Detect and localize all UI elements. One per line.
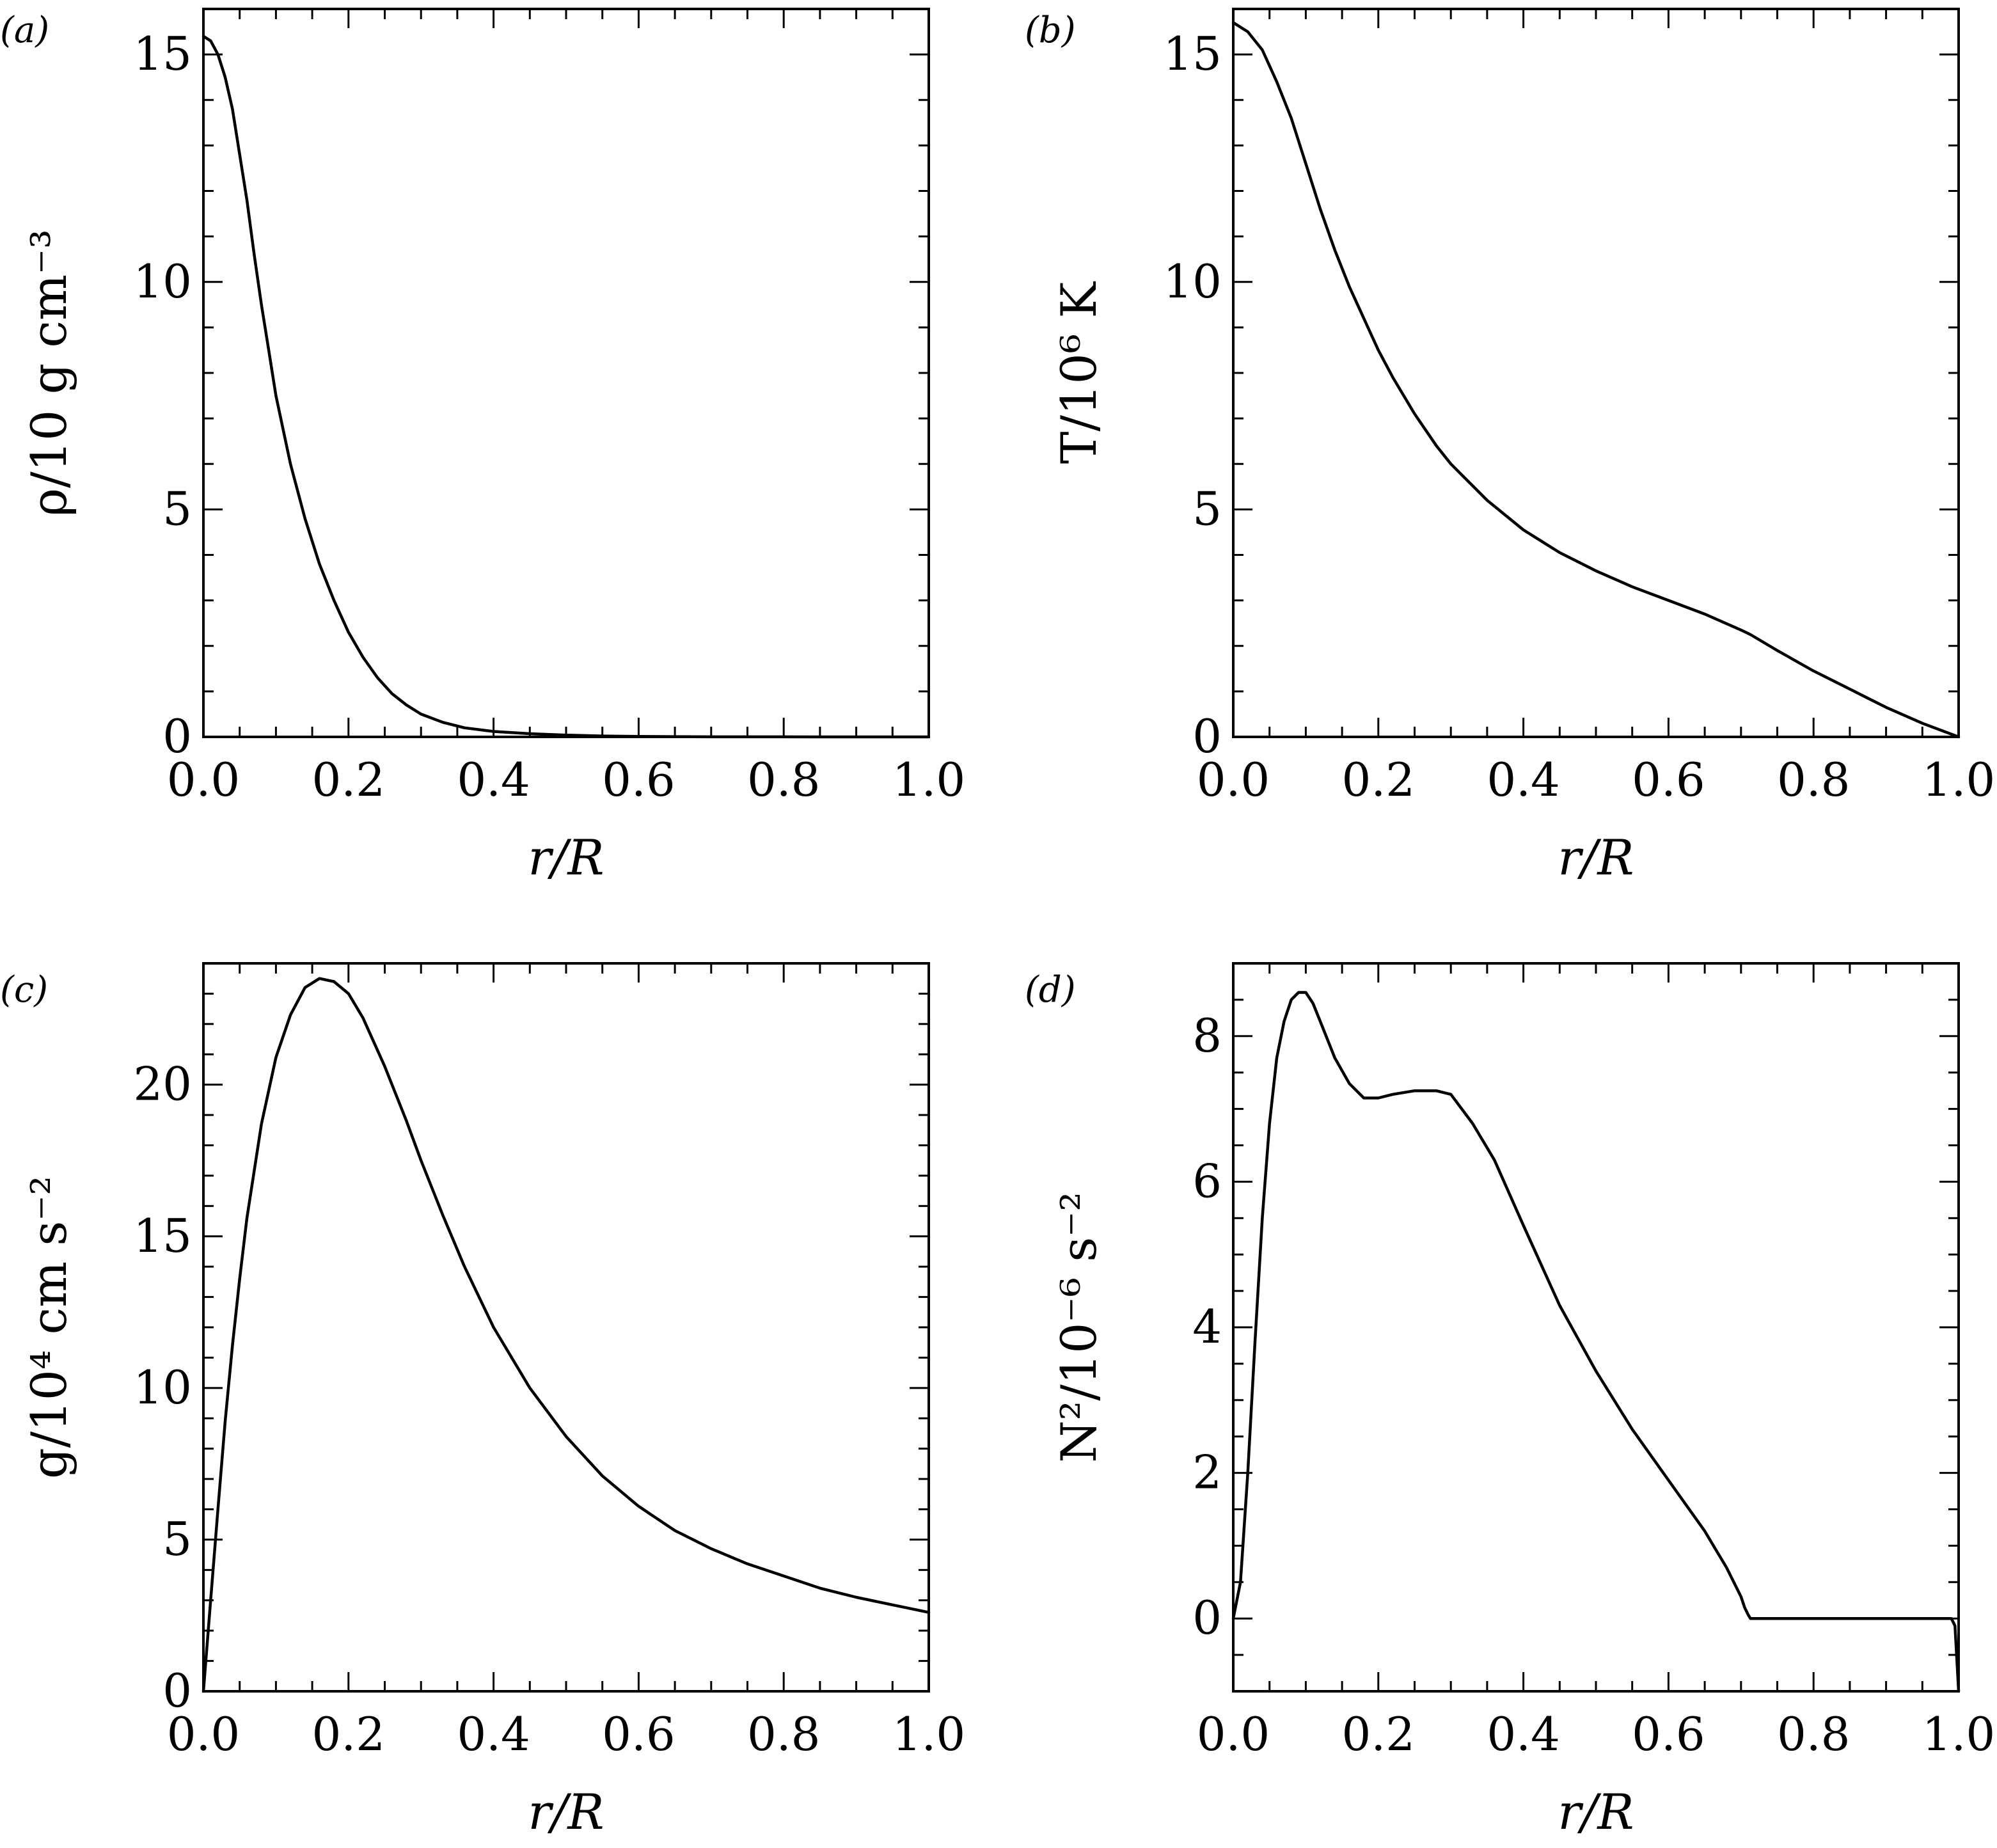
panel-a-tag: (a) [0, 10, 49, 51]
panel-b-tag: (b) [1025, 10, 1076, 51]
panel-c-y-tick-label: 15 [133, 1209, 192, 1263]
panel-a: (a) 0.0 0.2 0.4 0.6 0.8 1.0 0 5 10 15 r/R ρ/10 g … [0, 8, 965, 886]
panel-a-y-tick-label: 0 [162, 709, 192, 763]
panel-a-x-tick-label: 1.0 [892, 753, 966, 807]
panel-c-x-tick-label: 0.8 [747, 1707, 821, 1761]
panel-d-tag: (d) [1025, 969, 1076, 1011]
panel-d-x-tick-label: 1.0 [1922, 1707, 1996, 1761]
panel-c-x-tick-label: 0.0 [167, 1707, 241, 1761]
panel-b-x-tick-label: 0.6 [1632, 753, 1705, 807]
panel-d-y-tick-label: 8 [1192, 1009, 1222, 1062]
panel-b-y-tick-label: 15 [1163, 27, 1222, 81]
panel-d-x-tick-label: 0.4 [1487, 1707, 1560, 1761]
panel-b-x-tick-label: 0.8 [1777, 753, 1851, 807]
panel-d-tick-labels: 0.0 0.2 0.4 0.6 0.8 1.0 0 2 4 6 8 [1192, 1009, 1995, 1761]
panel-c-tag: (c) [0, 969, 48, 1011]
panel-b-x-title: r/R [1558, 829, 1634, 886]
panel-c-y-title: g/10⁴ cm s⁻² [20, 1176, 77, 1479]
panel-a-x-tick-label: 0.6 [602, 753, 675, 807]
panel-c-ticks [202, 962, 930, 1693]
panel-b-x-tick-label: 0.4 [1487, 753, 1560, 807]
panel-b-y-tick-label: 5 [1192, 482, 1222, 535]
panel-c-x-tick-label: 0.2 [312, 1707, 386, 1761]
panel-b-y-tick-label: 10 [1163, 255, 1222, 308]
panel-a-x-tick-label: 0.2 [312, 753, 386, 807]
panel-d-y-tick-label: 0 [1192, 1591, 1222, 1645]
panel-d: (d) 0.0 0.2 0.4 0.6 0.8 1.0 0 2 4 6 8 r/R N²/10⁻⁶ … [1025, 962, 1995, 1840]
panel-b-x-tick-label: 0.2 [1342, 753, 1416, 807]
panel-c-x-tick-label: 0.4 [457, 1707, 530, 1761]
panel-c-x-tick-label: 0.6 [602, 1707, 675, 1761]
panel-d-x-title: r/R [1558, 1783, 1634, 1840]
panel-d-x-tick-label: 0.2 [1342, 1707, 1416, 1761]
panel-b-x-tick-label: 1.0 [1922, 753, 1996, 807]
panel-d-y-tick-label: 4 [1192, 1300, 1222, 1354]
panel-a-series-line [201, 35, 931, 739]
panel-c-y-tick-label: 10 [133, 1361, 192, 1414]
panel-c-y-tick-label: 20 [133, 1057, 192, 1111]
panel-b-y-tick-label: 0 [1192, 709, 1222, 763]
panel-c-x-tick-label: 1.0 [892, 1707, 966, 1761]
panel-a-ticks [202, 8, 930, 738]
panel-c-plot-frame [202, 962, 930, 1693]
panel-d-y-tick-label: 6 [1192, 1154, 1222, 1208]
panel-d-x-tick-label: 0.8 [1777, 1707, 1851, 1761]
panel-a-x-title: r/R [528, 829, 604, 886]
panel-b-x-tick-label: 0.0 [1197, 753, 1270, 807]
panel-a-y-tick-label: 15 [133, 27, 192, 81]
panel-c-series-line [201, 977, 931, 1693]
panel-d-y-tick-label: 2 [1192, 1446, 1222, 1499]
panel-d-x-tick-label: 0.6 [1632, 1707, 1705, 1761]
panel-c-y-tick-label: 0 [162, 1664, 192, 1718]
panel-a-tick-labels: 0.0 0.2 0.4 0.6 0.8 1.0 0 5 10 15 [133, 27, 965, 807]
panel-d-series-line [1231, 991, 1961, 1693]
panel-d-x-tick-label: 0.0 [1197, 1707, 1270, 1761]
panel-b-tick-labels: 0.0 0.2 0.4 0.6 0.8 1.0 0 5 10 15 [1163, 27, 1995, 807]
panel-b-plot-frame [1232, 8, 1960, 738]
panel-a-x-tick-label: 0.8 [747, 753, 821, 807]
panel-a-y-title: ρ/10 g cm⁻³ [20, 229, 77, 516]
panel-b-y-title: T/10⁶ K [1050, 281, 1107, 464]
panel-d-y-title: N²/10⁻⁶ s⁻² [1050, 1192, 1107, 1463]
panel-a-x-tick-label: 0.0 [167, 753, 241, 807]
panel-c-y-tick-label: 5 [162, 1512, 192, 1566]
panel-a-y-tick-label: 10 [133, 255, 192, 308]
panel-c-x-title: r/R [528, 1783, 604, 1840]
panel-b-series-line [1231, 21, 1961, 739]
panel-d-plot-frame [1232, 962, 1960, 1693]
panel-a-y-tick-label: 5 [162, 482, 192, 535]
panel-a-plot-frame [202, 8, 930, 738]
panel-a-x-tick-label: 0.4 [457, 753, 530, 807]
panel-c-tick-labels: 0.0 0.2 0.4 0.6 0.8 1.0 0 5 10 15 20 [133, 1057, 965, 1761]
panel-b-ticks [1232, 8, 1960, 738]
panel-b: (b) 0.0 0.2 0.4 0.6 0.8 1.0 0 5 10 15 r/R T/10⁶ K [1025, 8, 1995, 886]
panel-c: (c) 0.0 0.2 0.4 0.6 0.8 1.0 0 5 10 15 20 r/R g/10⁴… [0, 962, 965, 1840]
